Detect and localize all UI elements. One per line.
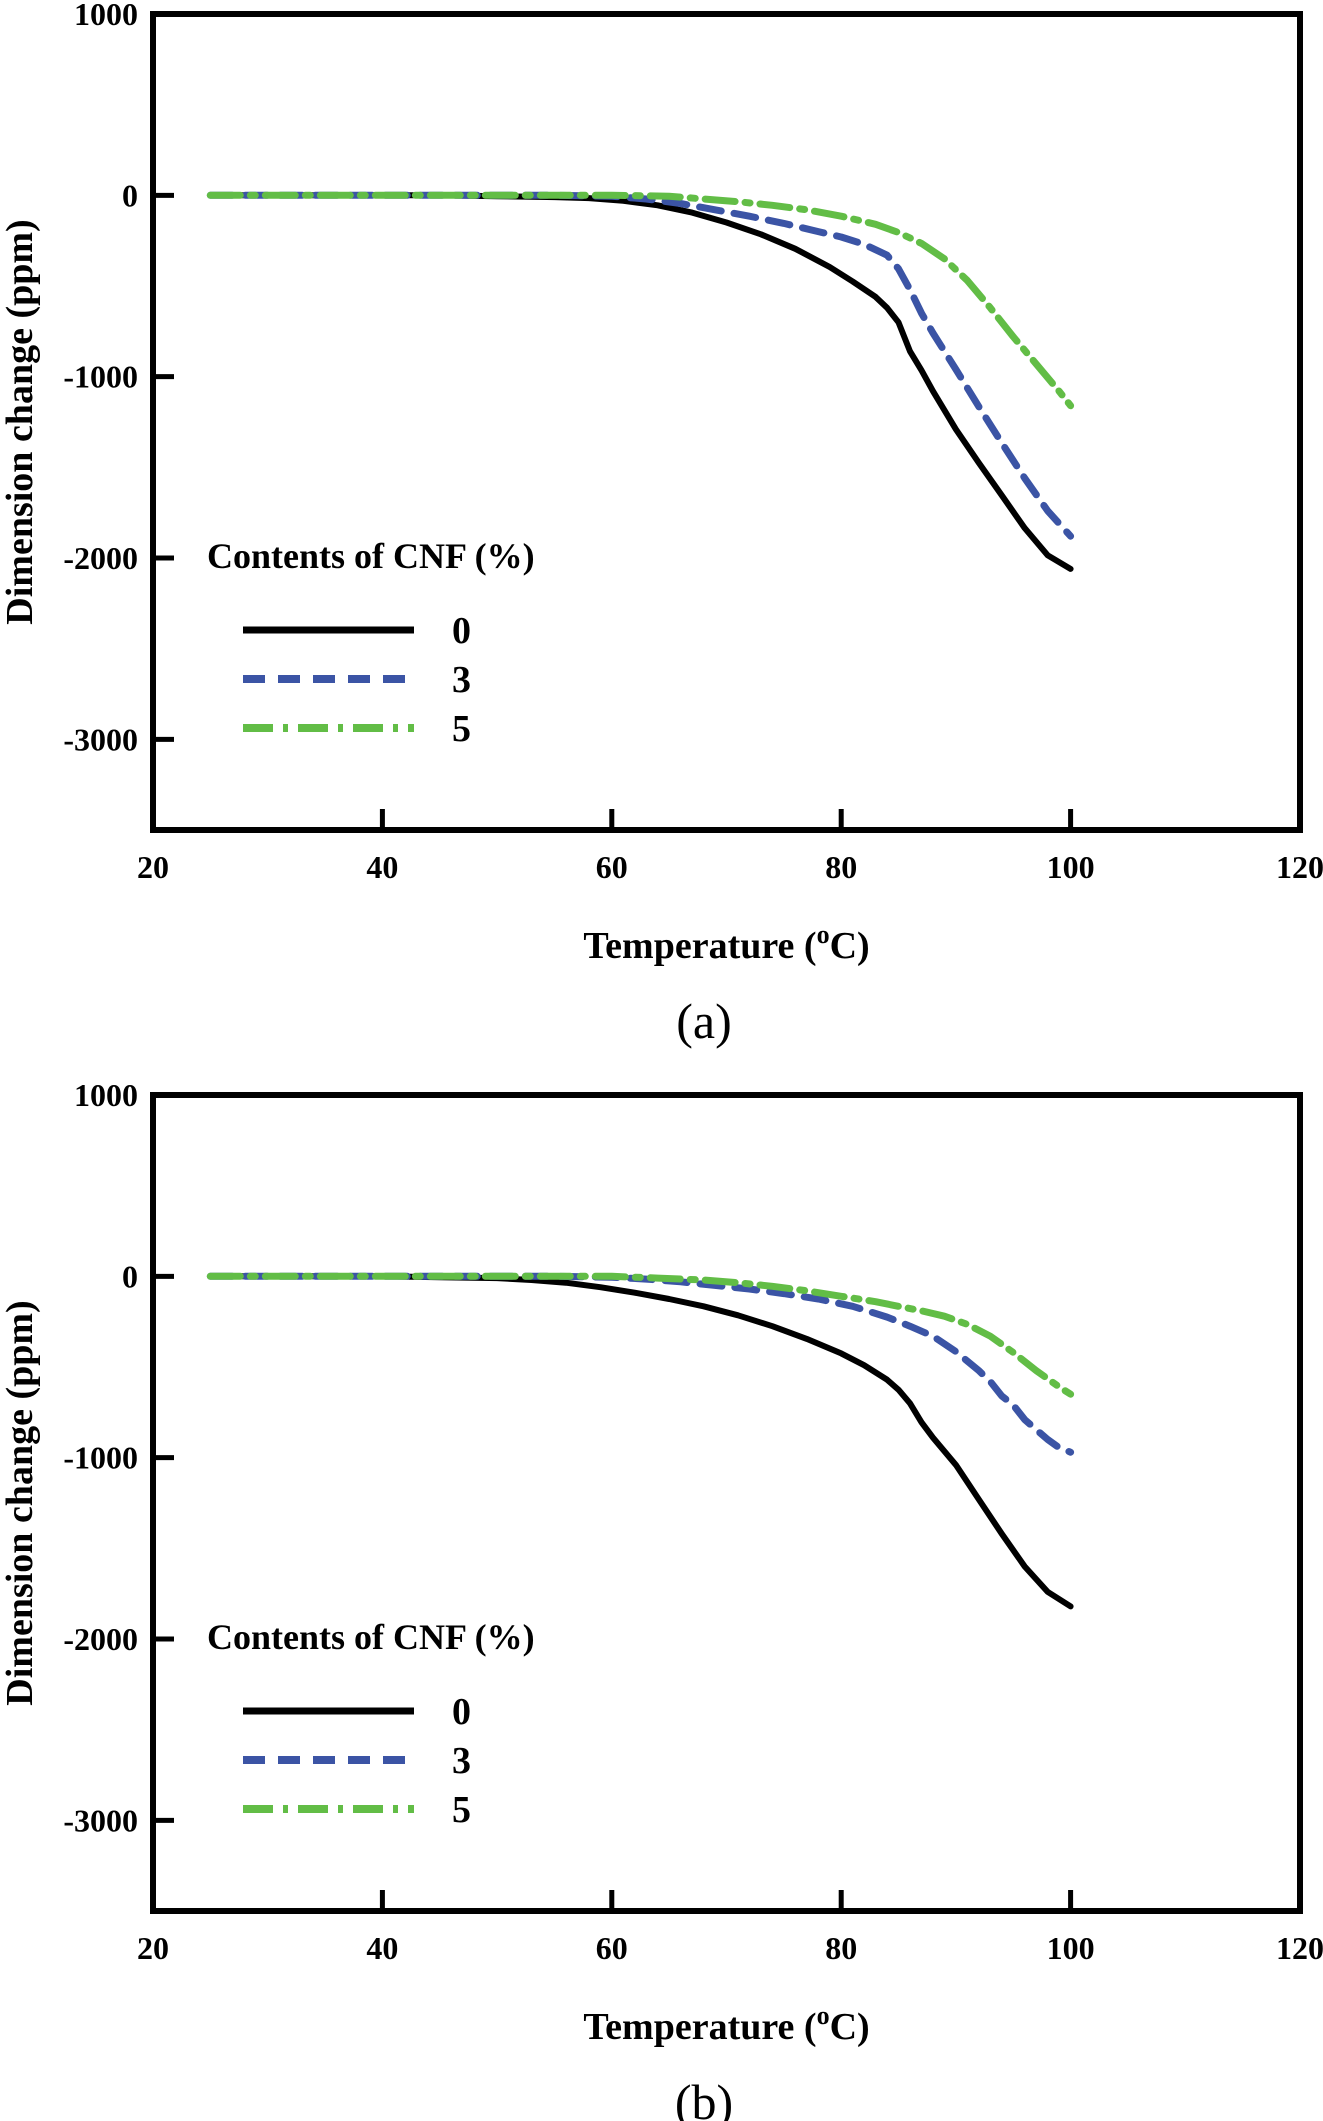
x-tick-label: 40 xyxy=(366,849,398,885)
axes-frame xyxy=(150,11,1303,833)
y-axis-title: Dimension change (ppm) xyxy=(0,1300,41,1705)
x-tick-label: 100 xyxy=(1047,849,1095,885)
x-tick-label: 60 xyxy=(596,1930,628,1966)
y-tick-label: -3000 xyxy=(63,1802,138,1838)
axes-frame xyxy=(150,1092,1303,1914)
x-axis-title: Temperature (oC) xyxy=(583,920,869,967)
panel-a-chart: 20 40 60 80 100 120 1000 0 -1000 -2000 -3000 Dimens… xyxy=(0,0,1323,985)
panel-a-caption: (a) xyxy=(676,993,732,1049)
x-axis-title: Temperature (oC) xyxy=(583,2001,869,2048)
panel-b-chart: 20 40 60 80 100 120 1000 0 -1000 -2000 -3000 Dimens… xyxy=(0,1077,1323,2066)
x-tick-label: 20 xyxy=(137,849,169,885)
panel-b-caption: (b) xyxy=(674,2074,734,2121)
y-tick-label: 0 xyxy=(122,177,138,213)
x-tick-label: 100 xyxy=(1047,1930,1095,1966)
y-tick-label: 0 xyxy=(122,1258,138,1294)
plot-background xyxy=(0,0,1323,985)
y-tick-label: -1000 xyxy=(63,359,138,395)
y-tick-label: -3000 xyxy=(63,721,138,757)
legend-label-cnf-3: 3 xyxy=(452,659,471,701)
panel-a: 20 40 60 80 100 120 1000 0 -1000 -2000 -3000 Dimens… xyxy=(0,0,1323,1060)
x-tick-label: 20 xyxy=(137,1930,169,1966)
y-tick-label: -2000 xyxy=(63,1621,138,1657)
y-tick-label: 1000 xyxy=(74,1081,138,1113)
x-tick-label: 60 xyxy=(596,849,628,885)
y-axis-title: Dimension change (ppm) xyxy=(0,219,41,624)
panel-b: 20 40 60 80 100 120 1000 0 -1000 -2000 -3000 Dimens… xyxy=(0,1077,1323,2121)
legend-label-cnf-3: 3 xyxy=(452,1740,471,1782)
y-tick-label: 1000 xyxy=(74,0,138,32)
x-tick-label: 120 xyxy=(1276,849,1323,885)
legend-title: Contents of CNF (%) xyxy=(207,536,535,576)
series-line-cnf-5 xyxy=(206,191,1075,410)
legend-title: Contents of CNF (%) xyxy=(207,1617,535,1657)
legend-label-cnf-5: 5 xyxy=(452,1789,471,1831)
plot-background xyxy=(0,1081,1323,2066)
y-tick-label: -1000 xyxy=(63,1440,138,1476)
x-tick-label: 80 xyxy=(825,1930,857,1966)
legend-label-cnf-0: 0 xyxy=(452,1691,471,1733)
legend-label-cnf-5: 5 xyxy=(452,708,471,750)
x-tick-label: 40 xyxy=(366,1930,398,1966)
x-tick-label: 80 xyxy=(825,849,857,885)
x-tick-label: 120 xyxy=(1276,1930,1323,1966)
legend-label-cnf-0: 0 xyxy=(452,610,471,652)
series-line-cnf-5 xyxy=(206,1272,1075,1398)
y-tick-label: -2000 xyxy=(63,540,138,576)
